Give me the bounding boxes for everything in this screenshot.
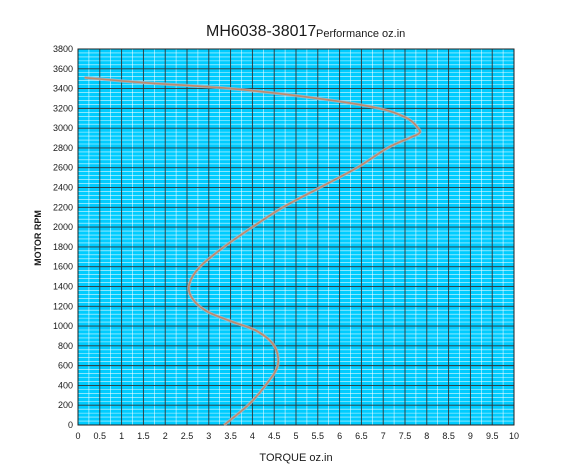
x-tick-label: 3 <box>206 431 211 441</box>
x-tick-label: 0.5 <box>94 431 107 441</box>
y-tick-label: 400 <box>58 380 73 390</box>
x-tick-label: 1 <box>119 431 124 441</box>
y-tick-label: 800 <box>58 341 73 351</box>
x-tick-label: 9.5 <box>486 431 499 441</box>
y-tick-label: 1400 <box>53 281 73 291</box>
y-axis-label: MOTOR RPM <box>33 210 43 266</box>
plot-frame <box>77 48 515 426</box>
y-tick-label: 3400 <box>53 84 73 94</box>
x-tick-label: 5 <box>293 431 298 441</box>
y-tick-label: 2000 <box>53 222 73 232</box>
chart-subtitle: Performance oz.in <box>316 28 405 40</box>
x-tick-label: 4.5 <box>268 431 281 441</box>
major-gridlines <box>77 48 515 426</box>
x-tick-label: 6 <box>337 431 342 441</box>
y-tick-label: 2600 <box>53 163 73 173</box>
x-tick-label: 7.5 <box>399 431 412 441</box>
y-tick-label: 1000 <box>53 321 73 331</box>
x-tick-label: 8.5 <box>442 431 455 441</box>
y-tick-label: 1200 <box>53 301 73 311</box>
x-axis-label: TORQUE oz.in <box>259 452 332 464</box>
y-tick-label: 3000 <box>53 123 73 133</box>
y-tick-label: 2200 <box>53 202 73 212</box>
x-tick-label: 6.5 <box>355 431 368 441</box>
x-tick-label: 10 <box>509 431 519 441</box>
x-tick-label: 1.5 <box>137 431 150 441</box>
x-tick-label: 9 <box>468 431 473 441</box>
x-tick-label: 0 <box>75 431 80 441</box>
y-tick-label: 2400 <box>53 183 73 193</box>
y-tick-label: 3200 <box>53 103 73 113</box>
y-tick-label: 0 <box>68 420 73 430</box>
y-tick-label: 3600 <box>53 64 73 74</box>
y-tick-label: 1800 <box>53 242 73 252</box>
series-layer <box>84 76 422 427</box>
y-tick-label: 2800 <box>53 143 73 153</box>
x-tick-label: 8 <box>424 431 429 441</box>
y-tick-label: 600 <box>58 361 73 371</box>
y-tick-label: 1600 <box>53 262 73 272</box>
x-tick-label: 7 <box>381 431 386 441</box>
x-tick-label: 2 <box>163 431 168 441</box>
x-tick-label: 4 <box>250 431 255 441</box>
series-line <box>84 76 421 426</box>
x-tick-label: 5.5 <box>312 431 325 441</box>
chart-title: MH6038-38017 <box>206 23 316 40</box>
x-tick-label: 2.5 <box>181 431 194 441</box>
y-axis-ticks: 0 200 400 600 800 1000 1200 1400 1600 1800 2000 220… <box>53 44 73 430</box>
x-axis-ticks: 0 0.5 1 1.5 2 2.5 3 3.5 4 4.5 5 5.5 6 6.5 7 7.5 8 8.5 9 9.5… <box>75 431 519 441</box>
y-tick-label: 3800 <box>53 44 73 54</box>
x-tick-label: 3.5 <box>224 431 237 441</box>
y-tick-label: 200 <box>58 400 73 410</box>
